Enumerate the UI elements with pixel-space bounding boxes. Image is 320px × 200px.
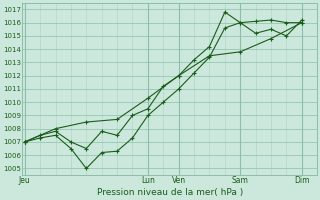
X-axis label: Pression niveau de la mer( hPa ): Pression niveau de la mer( hPa ) xyxy=(97,188,243,197)
